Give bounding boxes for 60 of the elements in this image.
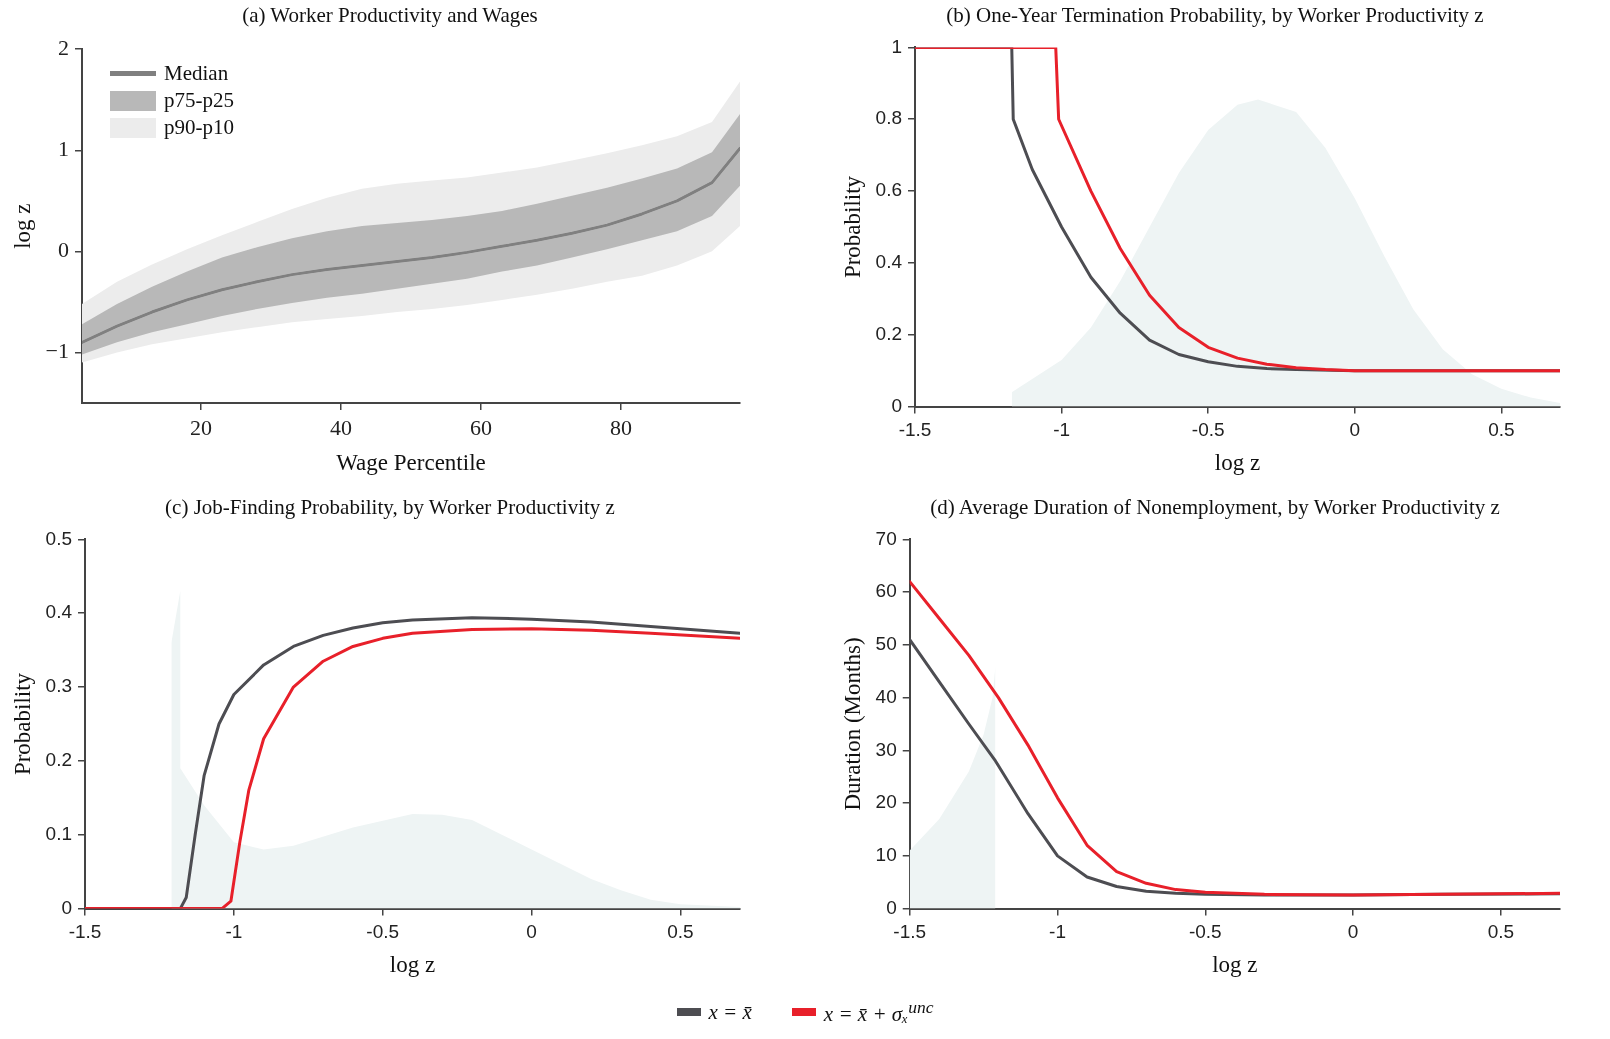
y-tick-label: 0.8 xyxy=(875,107,903,129)
x-tick-label: -1 xyxy=(225,921,243,943)
y-tick-label: 2 xyxy=(58,34,70,60)
x-tick-label: -0.5 xyxy=(366,921,400,943)
x-tick-label: 40 xyxy=(330,414,352,440)
x-axis-title: Wage Percentile xyxy=(336,450,486,476)
chart-title: (c) Job-Finding Probability, by Worker Productivity z xyxy=(164,494,616,521)
y-tick-label: 0 xyxy=(61,896,73,918)
chart-title: (d) Average Duration of Nonemployment, by Worker Productivity z xyxy=(929,494,1501,521)
x-tick-label: 0 xyxy=(1347,921,1359,943)
x-tick-label: 0.5 xyxy=(1487,921,1515,943)
x-tick-label: -1 xyxy=(1049,921,1066,943)
y-axis-title: Probability xyxy=(839,175,865,279)
x-tick-label: -1 xyxy=(1053,419,1071,441)
y-tick-label: 0.5 xyxy=(45,527,73,549)
y-tick-label: 0.4 xyxy=(875,251,903,273)
x-tick-label: 60 xyxy=(470,414,492,440)
y-tick-label: 0.3 xyxy=(45,675,73,697)
x-axis-title: log z xyxy=(1212,952,1258,978)
y-axis-title: log z xyxy=(9,203,35,249)
chart-title: (a) Worker Productivity and Wages xyxy=(241,2,539,29)
y-tick-label: 0.1 xyxy=(45,822,73,844)
y-tick-label: 0.2 xyxy=(875,322,903,344)
y-tick-label: 40 xyxy=(875,685,897,707)
y-tick-label: 60 xyxy=(875,580,897,602)
x-tick-label: -1.5 xyxy=(68,921,102,943)
y-tick-label: 20 xyxy=(875,791,897,813)
x-tick-label: -1.5 xyxy=(898,419,932,441)
x-tick-label: 0 xyxy=(1349,419,1361,441)
y-tick-label: 0.2 xyxy=(45,749,73,771)
x-tick-label: 0.5 xyxy=(1488,419,1515,441)
x-tick-label: 80 xyxy=(610,414,632,440)
x-tick-label: 0.5 xyxy=(667,921,694,943)
y-tick-label: 1 xyxy=(891,35,903,57)
y-tick-label: 50 xyxy=(875,633,897,655)
y-tick-label: 0 xyxy=(886,896,897,918)
legend-label: Median xyxy=(164,61,229,87)
y-tick-label: 0 xyxy=(891,394,903,416)
y-axis-title: Duration (Months) xyxy=(839,637,865,811)
x-tick-label: -0.5 xyxy=(1191,419,1225,441)
x-tick-label: -0.5 xyxy=(1188,921,1222,943)
y-tick-label: 30 xyxy=(875,738,897,760)
x-tick-label: -1.5 xyxy=(893,921,927,943)
y-tick-label: 0.4 xyxy=(45,601,73,623)
legend-label: x = x̄ xyxy=(708,999,752,1025)
x-tick-label: 0 xyxy=(526,921,537,943)
y-tick-label: 70 xyxy=(875,527,897,549)
y-tick-label: −1 xyxy=(45,338,70,364)
y-tick-label: 0.6 xyxy=(875,179,903,201)
y-tick-label: 1 xyxy=(58,136,70,162)
y-tick-label: 10 xyxy=(875,844,897,866)
y-tick-label: 0 xyxy=(58,237,70,263)
x-axis-title: log z xyxy=(1214,450,1261,476)
legend-label: p75-p25 xyxy=(164,88,234,114)
legend-label: x = x̄ + σₓ$^{unc}$ xyxy=(823,997,934,1027)
x-tick-label: 20 xyxy=(190,414,213,440)
x-axis-title: log z xyxy=(389,952,436,978)
chart-title: (b) One-Year Termination Probability, by Worker Productivity z xyxy=(945,2,1485,29)
legend-label: p90-p10 xyxy=(164,115,234,141)
y-axis-title: Probability xyxy=(9,672,35,776)
